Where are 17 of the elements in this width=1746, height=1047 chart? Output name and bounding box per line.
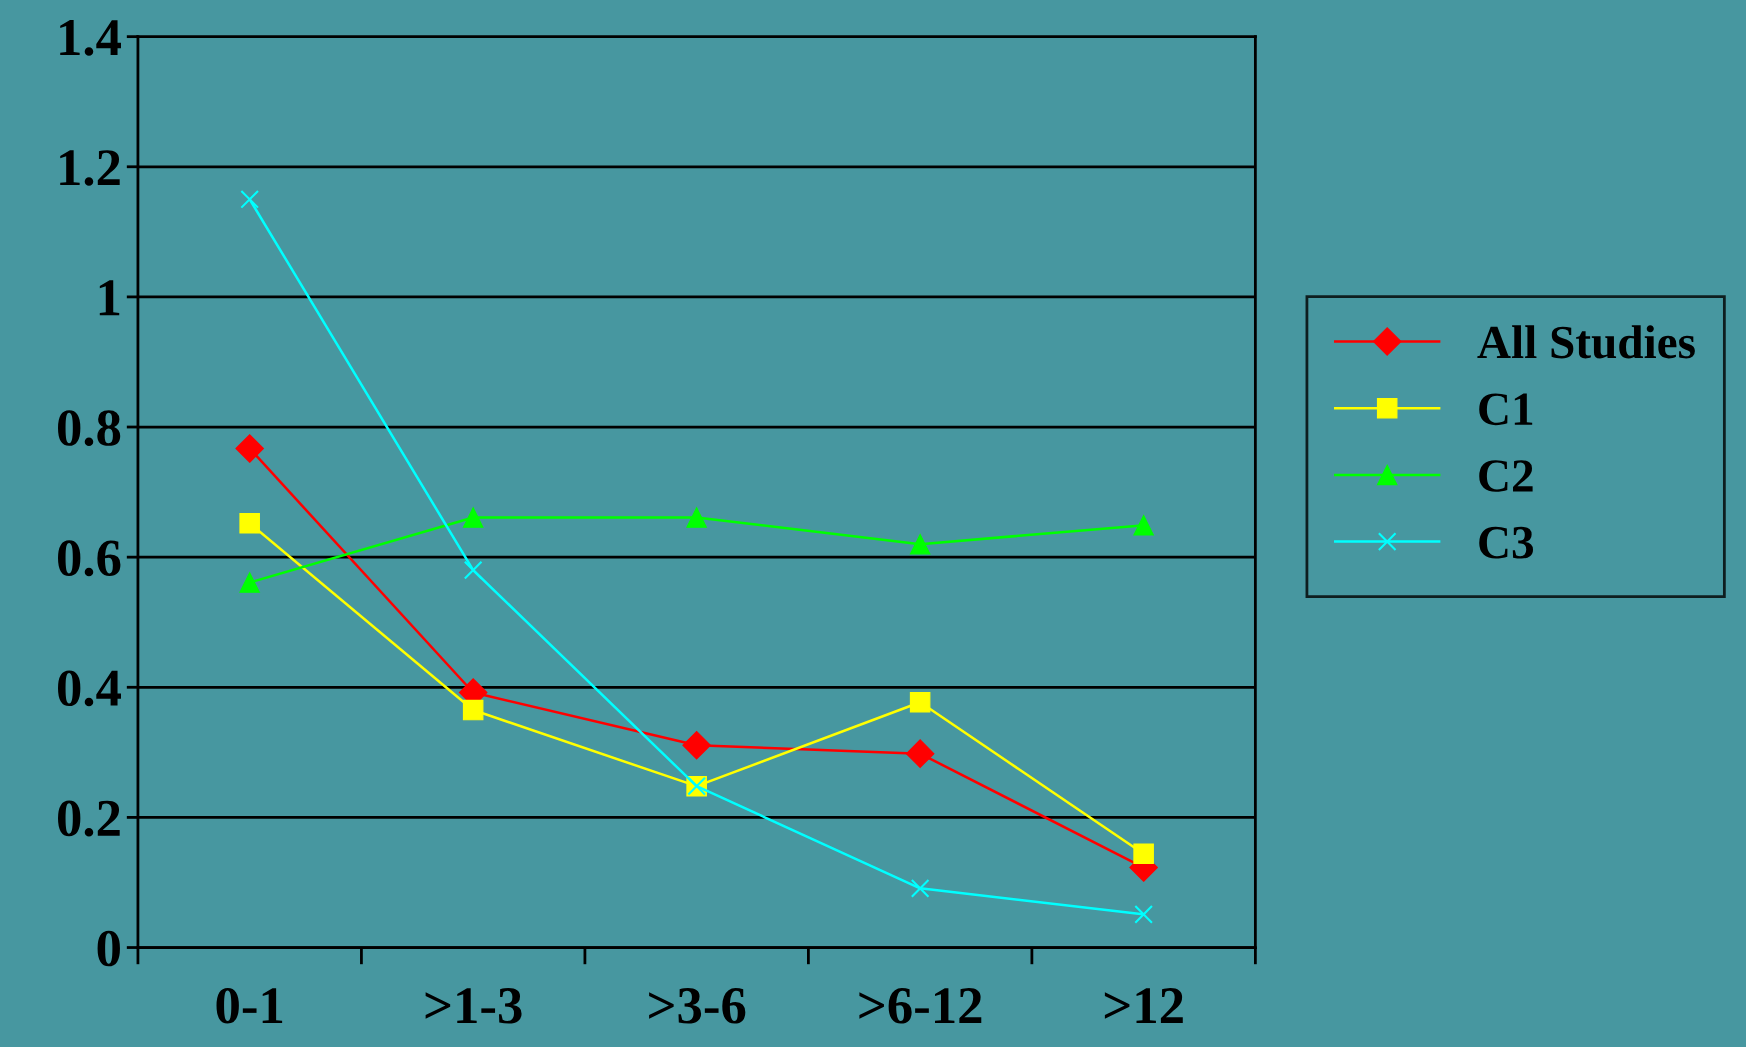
- legend-label: C2: [1479, 460, 1533, 492]
- y-tick-label: 1.4: [60, 20, 121, 56]
- y-tick-label: 0.4: [58, 670, 121, 707]
- x-tick-label: >1-3: [425, 988, 522, 1024]
- legend-label: C1: [1479, 393, 1533, 426]
- x-tick-label: >6-12: [859, 988, 982, 1024]
- y-tick-label: 0: [97, 930, 120, 967]
- y-tick-label: 0.8: [58, 410, 121, 447]
- y-tick-label: 1.2: [60, 150, 120, 186]
- y-tick-label: 1: [99, 280, 120, 316]
- x-tick-label: 0-1: [216, 987, 283, 1024]
- y-tick-label: 0.2: [58, 800, 120, 837]
- legend-label: All Studies: [1477, 325, 1695, 359]
- y-tick-label: 0.6: [58, 540, 121, 577]
- legend-label: C3: [1479, 526, 1534, 559]
- x-tick-label: >12: [1104, 988, 1183, 1024]
- x-tick-label: >3-6: [649, 988, 746, 1024]
